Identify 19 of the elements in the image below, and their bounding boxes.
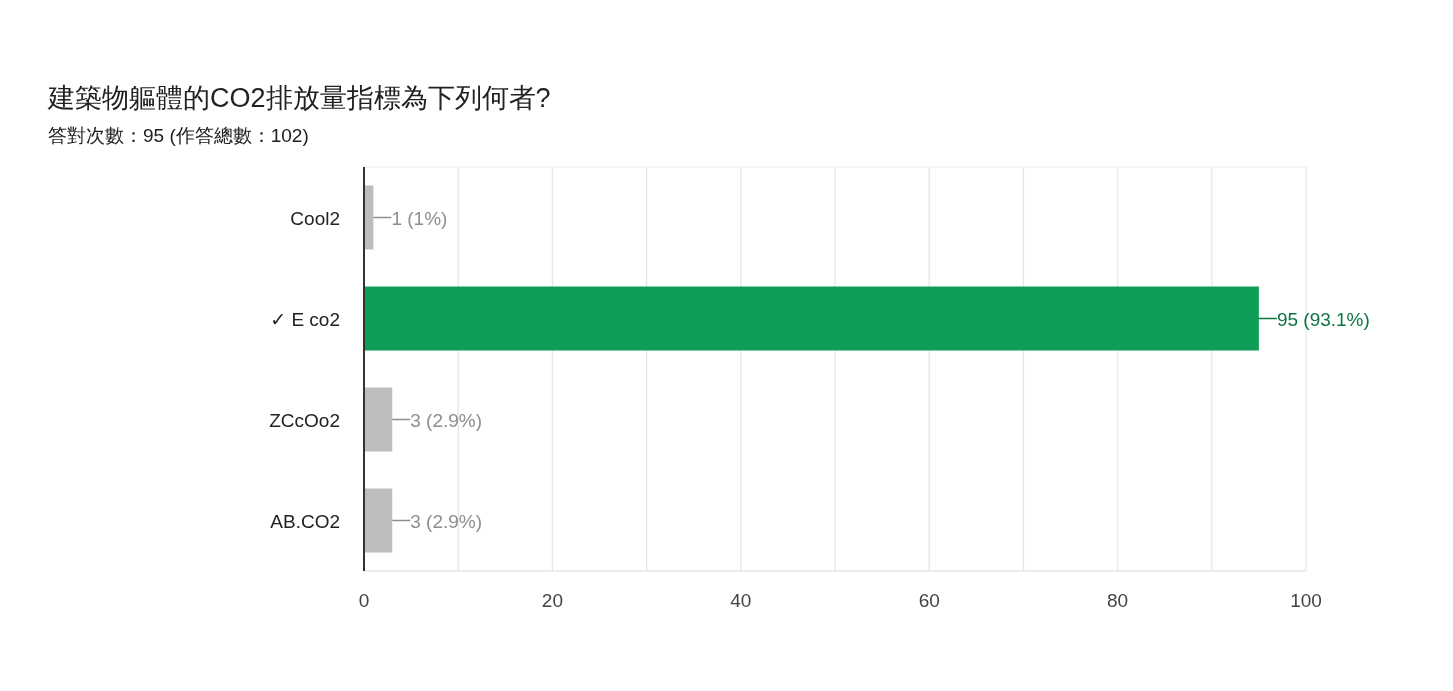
- data-label: 3 (2.9%): [410, 510, 483, 532]
- bar: [364, 286, 1259, 351]
- x-tick-label: 100: [1290, 590, 1322, 611]
- bar: [364, 488, 393, 553]
- chart-title: 建築物軀體的CO2排放量指標為下列何者?: [47, 83, 551, 113]
- text: 答對次數：95 (作答總數：102): [48, 125, 309, 146]
- y-tick-label: ZCcOo2: [269, 409, 340, 431]
- bar: [364, 387, 393, 452]
- x-tick-label: 0: [358, 590, 370, 611]
- data-label: 95 (93.1%): [1276, 308, 1370, 330]
- y-tick-label: ✓ E co2: [270, 308, 340, 330]
- x-tick-label: 80: [1107, 590, 1129, 611]
- data-label: 3 (2.9%): [410, 409, 483, 431]
- x-tick-label: 20: [541, 590, 563, 611]
- y-tick-label: AB.CO2: [270, 510, 340, 532]
- data-label: 1 (1%): [391, 207, 448, 229]
- x-tick-label: 60: [918, 590, 940, 611]
- y-tick-label: Cool2: [290, 207, 340, 229]
- x-tick-label: 40: [730, 590, 752, 611]
